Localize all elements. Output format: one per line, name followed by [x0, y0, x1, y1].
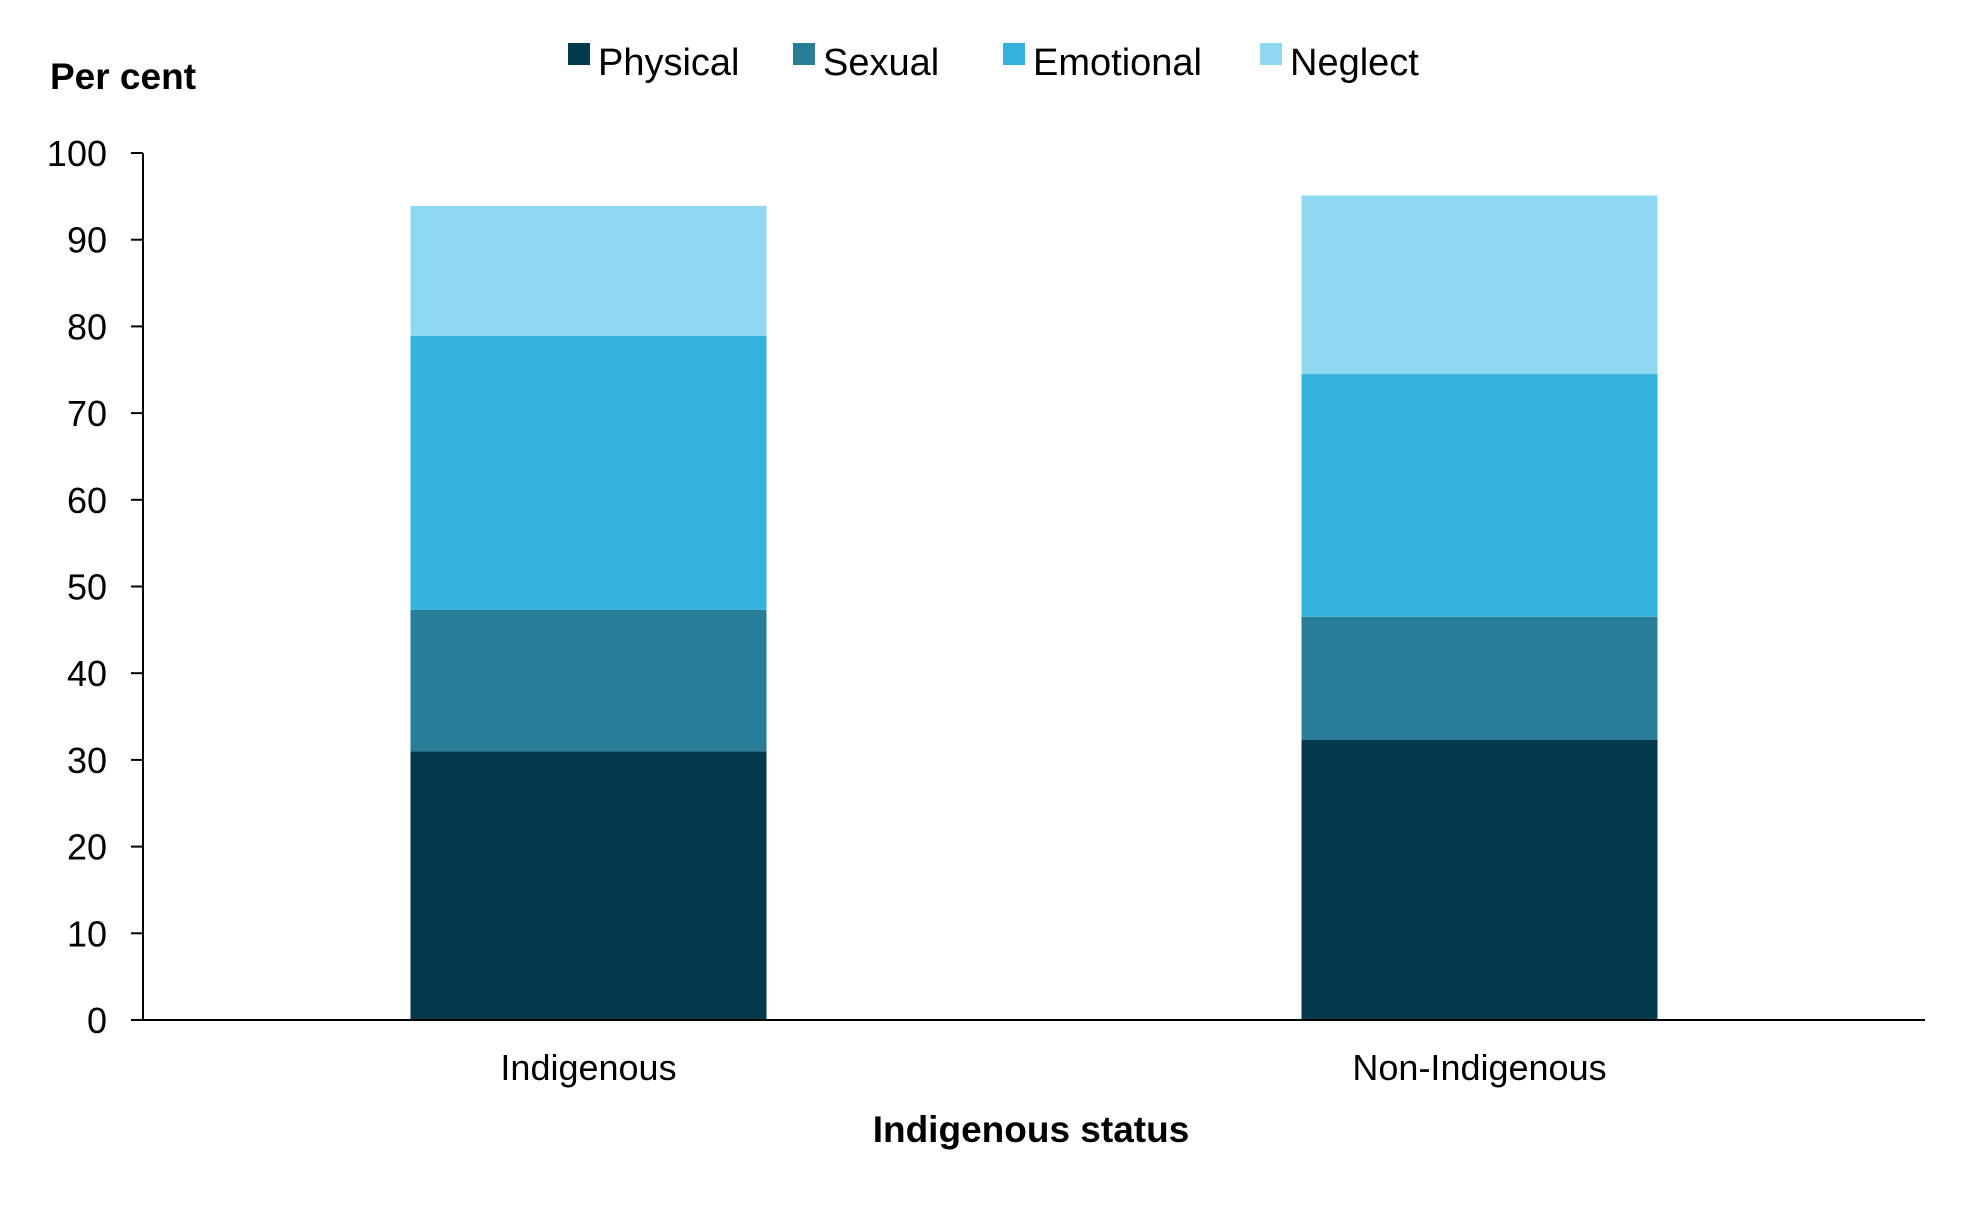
legend-label-sexual: Sexual: [823, 42, 939, 84]
x-tick-label: Indigenous: [500, 1047, 676, 1088]
legend-swatch-sexual: [793, 43, 815, 65]
bar-emotional-non-indigenous: [1301, 374, 1658, 617]
y-tick-label: 90: [67, 220, 107, 261]
y-tick-label: 70: [67, 393, 107, 434]
y-axis-title: Per cent: [50, 56, 196, 97]
bar-emotional-indigenous: [410, 335, 767, 610]
bar-sexual-non-indigenous: [1301, 616, 1658, 740]
legend-label-neglect: Neglect: [1290, 42, 1419, 84]
legend-swatch-neglect: [1260, 43, 1282, 65]
y-tick-label: 30: [67, 740, 107, 781]
x-tick-label: Non-Indigenous: [1352, 1047, 1606, 1088]
bar-neglect-non-indigenous: [1301, 195, 1658, 375]
bar-physical-non-indigenous: [1301, 739, 1658, 1020]
legend-label-physical: Physical: [598, 42, 740, 84]
x-axis: Indigenous Non-Indigenous: [143, 1019, 1925, 1088]
bar-physical-indigenous: [410, 751, 767, 1020]
bar-neglect-indigenous: [410, 205, 767, 336]
y-tick-label: 10: [67, 913, 107, 954]
legend-swatch-emotional: [1003, 43, 1025, 65]
legend-swatch-physical: [568, 43, 590, 65]
y-tick-label: 60: [67, 480, 107, 521]
bar-sexual-indigenous: [410, 609, 767, 752]
y-tick-label: 40: [67, 653, 107, 694]
y-axis: 0 10 20 30 40 50 60 70 80 90 100: [47, 133, 144, 1041]
y-tick-label: 100: [47, 133, 107, 174]
y-tick-label: 80: [67, 306, 107, 347]
x-axis-title: Indigenous status: [873, 1109, 1190, 1150]
bars: [410, 195, 1658, 1020]
y-tick-label: 20: [67, 827, 107, 868]
legend-label-emotional: Emotional: [1033, 42, 1202, 84]
y-tick-label: 0: [87, 1000, 107, 1041]
legend: Physical Sexual Emotional Neglect: [568, 42, 1419, 84]
y-tick-label: 50: [67, 567, 107, 608]
